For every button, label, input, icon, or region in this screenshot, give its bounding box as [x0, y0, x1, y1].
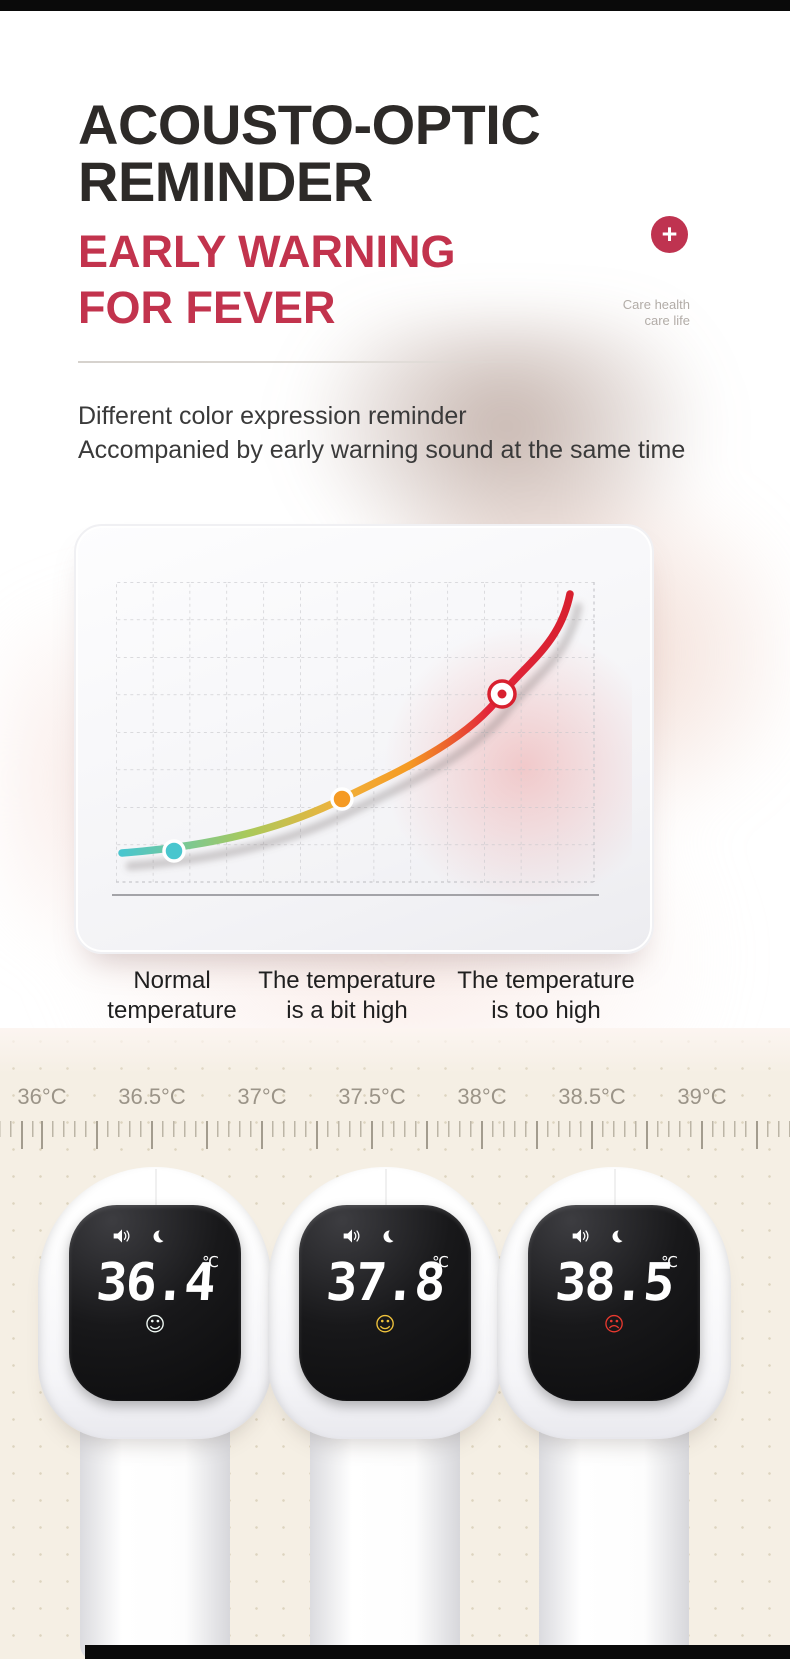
top-border-bar — [0, 0, 790, 11]
stage-label: The temperature is a bit high — [258, 966, 435, 1026]
plus-glyph: + — [661, 219, 678, 249]
subtitle-line-1: EARLY WARNING — [78, 226, 456, 277]
title-line-2: REMINDER — [78, 150, 373, 213]
backlight-icon — [383, 1229, 393, 1242]
thermometer-handle — [80, 1415, 230, 1659]
speaker-icon — [343, 1229, 359, 1243]
chart-grid-edge — [116, 582, 595, 883]
thermometer-display: ℃ 36.4 ☺ — [69, 1205, 241, 1401]
subtitle-line-2: FOR FEVER — [78, 282, 336, 333]
tagline-line-2: care life — [644, 313, 690, 328]
thermometer-display: ℃ 38.5 ☹ — [528, 1205, 700, 1401]
scale-label: 36°C — [17, 1084, 67, 1109]
scale-label: 37.5°C — [338, 1084, 406, 1109]
stage-label-line2: temperature — [107, 997, 237, 1024]
thermometer: ℃ 36.4 ☺ — [38, 1167, 272, 1659]
temperature-reading: 37.8 — [324, 1253, 446, 1313]
backlight-icon — [153, 1229, 163, 1242]
face-status-icon: ☹ — [603, 1312, 625, 1336]
stage-label-line1: The temperature — [258, 967, 436, 994]
marker-too-high-center-dot — [497, 689, 507, 699]
stage-label: The temperature is too high — [457, 966, 634, 1026]
stage-label: Normal temperature — [107, 966, 236, 1026]
temperature-ruler — [0, 1121, 790, 1151]
header-divider — [78, 361, 558, 363]
display-unit-label: ℃ — [432, 1253, 449, 1271]
thermometer-head: ℃ 37.8 ☺ — [268, 1167, 502, 1439]
scale-label: 37°C — [237, 1084, 287, 1109]
intro-line-1: Different color expression reminder — [78, 402, 467, 430]
face-status-icon: ☺ — [374, 1312, 396, 1336]
speaker-icon — [113, 1229, 129, 1243]
display-status-icons — [528, 1227, 700, 1245]
tagline: Care health care life — [623, 297, 690, 329]
scale-label: 38.5°C — [558, 1084, 626, 1109]
stage-label-line2: is too high — [491, 997, 601, 1024]
temperature-curve-chart — [112, 582, 632, 907]
display-unit-label: ℃ — [202, 1253, 219, 1271]
plus-badge-icon: + — [651, 216, 688, 253]
display-unit-label: ℃ — [661, 1253, 678, 1271]
ruler-major-ticks — [0, 1121, 790, 1149]
display-status-icons — [69, 1227, 241, 1245]
intro-text: Different color expression reminder Acco… — [78, 399, 685, 467]
temperature-reading: 36.4 — [94, 1253, 216, 1313]
bottom-border-bar — [85, 1645, 790, 1659]
thermometer: ℃ 37.8 ☺ — [268, 1167, 502, 1659]
marker-normal-temperature — [162, 839, 186, 863]
temperature-scale-labels: 36°C 36.5°C 37°C 37.5°C 38°C 38.5°C 39°C — [0, 1084, 790, 1110]
scale-label: 39°C — [677, 1084, 727, 1109]
marker-bit-high-temperature — [330, 787, 354, 811]
thermometer-row: ℃ 36.4 ☺ — [0, 1167, 790, 1659]
scale-label: 36.5°C — [118, 1084, 186, 1109]
stage-label-line1: The temperature — [457, 967, 635, 994]
thermometer-handle — [310, 1415, 460, 1659]
thermometer-handle — [539, 1415, 689, 1659]
speaker-icon — [572, 1229, 588, 1243]
stage-label-line1: Normal — [133, 967, 211, 994]
chart-grid — [116, 582, 594, 882]
scale-label: 38°C — [457, 1084, 507, 1109]
face-status-icon: ☺ — [144, 1312, 166, 1336]
backlight-icon — [612, 1229, 622, 1242]
thermometer: ℃ 38.5 ☹ — [497, 1167, 731, 1659]
page-subtitle: EARLY WARNING FOR FEVER — [78, 224, 456, 336]
display-status-icons — [299, 1227, 471, 1245]
thermometer-display: ℃ 37.8 ☺ — [299, 1205, 471, 1401]
temperature-chart-card — [74, 524, 654, 954]
stage-labels: Normal temperature The temperature is a … — [0, 966, 790, 1046]
thermometer-head: ℃ 38.5 ☹ — [497, 1167, 731, 1439]
tagline-line-1: Care health — [622, 297, 690, 312]
temperature-reading: 38.5 — [553, 1253, 675, 1313]
stage-label-line2: is a bit high — [286, 997, 408, 1024]
intro-line-2: Accompanied by early warning sound at th… — [78, 436, 686, 464]
thermometer-head: ℃ 36.4 ☺ — [38, 1167, 272, 1439]
title-line-1: ACOUSTO-OPTIC — [78, 93, 541, 156]
page-title: ACOUSTO-OPTIC REMINDER — [78, 93, 541, 213]
